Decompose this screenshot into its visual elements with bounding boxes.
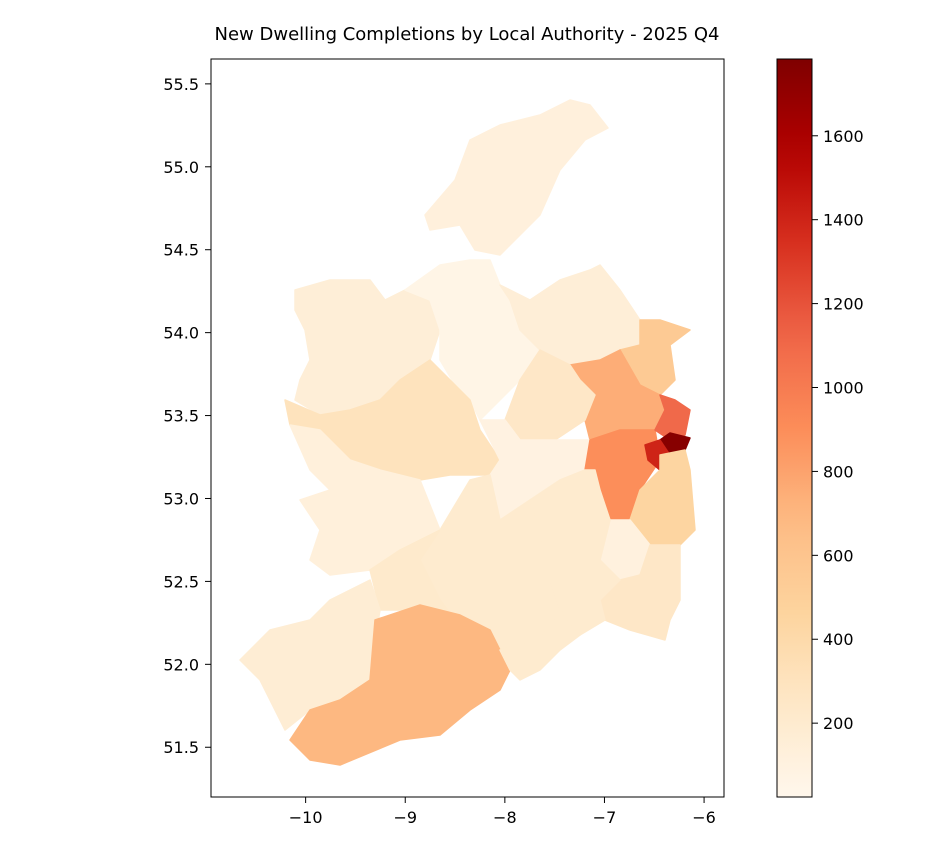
colorbar-axis: 200 400 600 800 1000 1200 1400 1600 (812, 127, 864, 733)
x-axis: −10 −9 −8 −7 −6 (289, 797, 716, 827)
y-tick-label: 54.5 (163, 241, 199, 260)
region-0 (424, 99, 609, 256)
x-tick-label: −8 (493, 808, 517, 827)
y-tick-label: 52.5 (163, 572, 199, 591)
region-15 (599, 544, 681, 641)
x-tick-label: −7 (593, 808, 617, 827)
colorbar-tick-label: 800 (823, 462, 854, 481)
plot-frame (210, 58, 725, 798)
chart-title: New Dwelling Completions by Local Author… (215, 24, 720, 45)
colorbar (776, 58, 813, 798)
x-tick-label: −10 (289, 808, 323, 827)
colorbar-tick-label: 1400 (823, 211, 864, 230)
y-tick-label: 53.0 (163, 489, 199, 508)
colorbar-tick-label: 1200 (823, 295, 864, 314)
x-tick-label: −9 (393, 808, 417, 827)
y-tick-label: 54.0 (163, 324, 199, 343)
colorbar-tick-label: 600 (823, 546, 854, 565)
colorbar-tick-label: 400 (823, 630, 854, 649)
y-tick-label: 51.5 (163, 738, 199, 757)
y-tick-label: 55.5 (163, 75, 199, 94)
colorbar-tick-label: 1600 (823, 127, 864, 146)
y-tick-label: 53.5 (163, 407, 199, 426)
y-tick-label: 55.0 (163, 158, 199, 177)
colorbar-tick-label: 1000 (823, 379, 864, 398)
region-22 (289, 604, 511, 766)
map-regions (239, 99, 696, 766)
region-5 (619, 319, 691, 396)
y-axis: 51.5 52.0 52.5 53.0 53.5 54.0 54.5 55.0 55.5 (163, 75, 211, 757)
region-23 (499, 609, 581, 681)
y-tick-label: 52.0 (163, 655, 199, 674)
x-tick-label: −6 (692, 808, 716, 827)
colorbar-tick-label: 200 (823, 714, 854, 733)
